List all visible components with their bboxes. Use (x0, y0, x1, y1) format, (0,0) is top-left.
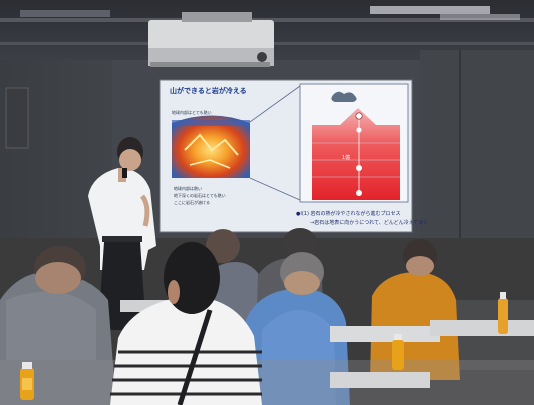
slide-caption-2: →岩石は地表に向かうにつれて、どんどん冷えてゆく (310, 220, 429, 226)
slide-caption-1: ●Ⅰ(1) 岩石の熱が冷やされながら進むプロセス (296, 211, 401, 217)
diagram-label: 1億 (342, 155, 351, 161)
projected-slide: 山ができると岩が冷える 地球内部はとても熱い 地球内部は熱い 地下深くの岩石はと… (160, 80, 428, 232)
slide-title: 山ができると岩が冷える (170, 87, 247, 95)
slide-sub-label: 地球内部はとても熱い (172, 110, 212, 115)
slide-bullet: 地下深くの岩石はとても熱い (174, 193, 226, 198)
slide-bullet: 地球内部は熱い (174, 186, 202, 191)
slide-bullet: ここに岩石が溶ける (174, 200, 210, 205)
